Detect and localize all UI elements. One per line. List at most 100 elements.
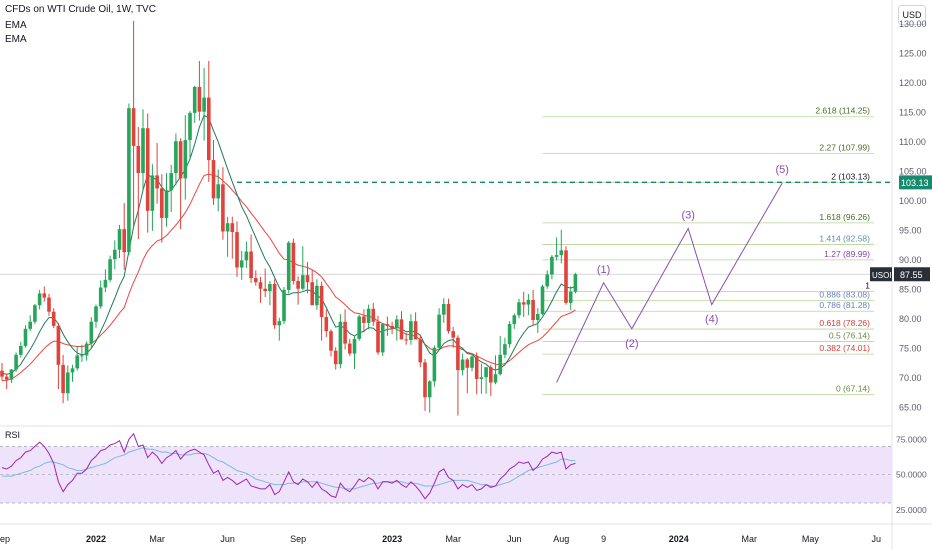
candle-body xyxy=(9,369,14,380)
price-axis-tick: 65.00 xyxy=(899,402,922,412)
last-price-tag-label: 87.55 xyxy=(900,270,923,280)
candle-body xyxy=(470,356,474,368)
candle-body xyxy=(282,289,286,322)
wave-label: (4) xyxy=(705,314,718,326)
candle-body xyxy=(80,355,84,357)
fib-level-label: 2.27 (107.99) xyxy=(819,143,870,153)
candle-body xyxy=(545,274,549,287)
candle-body xyxy=(244,251,249,261)
candle-body xyxy=(423,362,427,398)
rsi-axis-tick: 75.0000 xyxy=(896,434,927,444)
candle-body xyxy=(89,321,94,344)
candle-body xyxy=(291,242,296,282)
candle-body xyxy=(216,184,220,199)
candle-body xyxy=(503,344,507,355)
candle-body xyxy=(211,160,216,199)
candle-body xyxy=(296,281,300,289)
fib-level-label: 1.27 (89.99) xyxy=(824,249,870,259)
price-axis-tick: 70.00 xyxy=(899,373,922,383)
candle-body xyxy=(169,173,173,191)
time-axis-tick: May xyxy=(802,534,820,544)
candle-body xyxy=(84,343,89,356)
candle-body xyxy=(230,223,235,233)
candle-body xyxy=(507,324,512,345)
candle-body xyxy=(239,260,244,268)
time-axis-tick: 9 xyxy=(601,534,606,544)
candle-body xyxy=(512,315,517,325)
symbol-tag xyxy=(870,267,892,282)
rsi-ma-line xyxy=(2,447,576,490)
candle-body xyxy=(56,325,61,365)
candle-body xyxy=(51,311,56,326)
price-axis-tick: 110.00 xyxy=(899,137,926,147)
fib-level-label: 2 (103.13) xyxy=(831,171,870,181)
price-axis-tick: 130.00 xyxy=(899,19,927,29)
candle-body xyxy=(371,308,376,322)
candle-body xyxy=(540,286,545,315)
currency-button[interactable]: USD xyxy=(898,5,926,25)
candle-body xyxy=(498,354,502,375)
candle-body xyxy=(127,108,131,253)
candle-body xyxy=(174,141,178,174)
candle-body xyxy=(66,372,70,394)
candle-body xyxy=(385,324,390,326)
candle-body xyxy=(319,285,324,318)
candle-body xyxy=(178,141,183,179)
candle-body xyxy=(235,232,239,268)
candle-body xyxy=(550,256,554,275)
candle-body xyxy=(362,316,366,323)
candle-body xyxy=(559,250,564,256)
candle-body xyxy=(117,229,122,250)
candle-body xyxy=(94,306,98,322)
ema-legend-2[interactable]: EMA xyxy=(5,34,27,45)
candle-body xyxy=(305,275,310,283)
candle-body xyxy=(14,354,18,370)
candle-body xyxy=(390,325,394,329)
wave-label: (5) xyxy=(775,164,788,176)
candle-body xyxy=(395,319,399,329)
candle-body xyxy=(207,97,211,161)
last-price-tag xyxy=(894,267,930,282)
wave-label: (1) xyxy=(597,264,610,276)
candle-body xyxy=(517,302,521,316)
candle-body xyxy=(315,285,319,306)
ema-legend-1[interactable]: EMA xyxy=(5,20,27,31)
candle-body xyxy=(221,184,225,232)
price-axis-tick: 85.00 xyxy=(899,284,922,294)
wave-label: (3) xyxy=(681,210,694,222)
candle-body xyxy=(103,279,108,288)
candle-body xyxy=(376,321,380,353)
candle-body xyxy=(150,175,155,211)
rsi-label: RSI xyxy=(5,430,20,440)
candle-body xyxy=(108,259,112,280)
price-axis-tick: 125.00 xyxy=(899,48,927,58)
candle-body xyxy=(380,324,385,353)
candle-body xyxy=(536,314,540,320)
candle-body xyxy=(75,355,79,369)
time-axis-tick: Ju xyxy=(871,534,881,544)
candle-body xyxy=(333,350,338,365)
fib-level-label: 2.618 (114.25) xyxy=(815,106,870,116)
price-axis-tick: 115.00 xyxy=(899,107,926,117)
candle-body xyxy=(352,338,357,354)
candle-body xyxy=(357,316,361,339)
candle-body xyxy=(249,251,253,279)
candle-body xyxy=(554,255,559,257)
price-axis-tick: 95.00 xyxy=(899,225,922,235)
time-axis-tick: 2023 xyxy=(382,534,402,544)
candle-body xyxy=(258,282,263,289)
symbol-tag-label: USOIL xyxy=(872,271,897,280)
candle-body xyxy=(286,242,291,290)
rsi-line xyxy=(1,432,576,500)
candle-body xyxy=(47,297,51,312)
candle-body xyxy=(310,282,314,306)
candle-body xyxy=(418,339,423,363)
time-axis-tick: 2024 xyxy=(669,534,689,544)
candle-body xyxy=(164,190,169,218)
candle-body xyxy=(141,128,145,174)
candle-body xyxy=(437,314,441,348)
candle-body xyxy=(427,381,432,398)
price-axis-tick: 90.00 xyxy=(899,255,922,265)
candle-body xyxy=(568,291,573,303)
